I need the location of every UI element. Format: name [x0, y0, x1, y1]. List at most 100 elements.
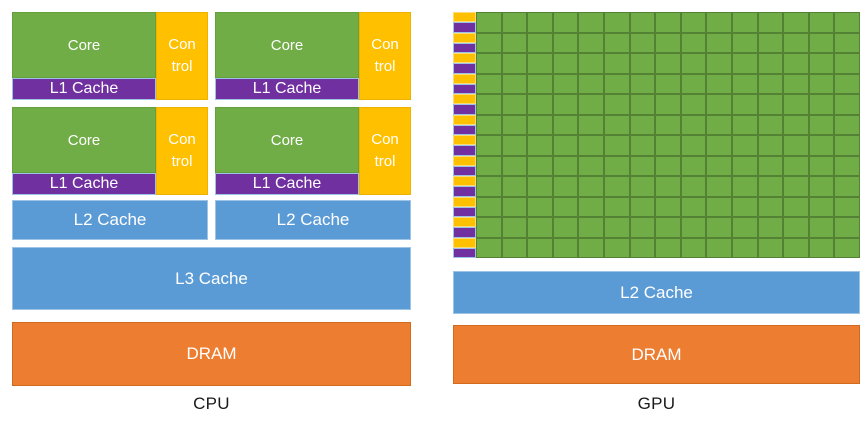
cpu-core-quadrant: Core Con trol L1 Cache: [215, 107, 411, 195]
cpu-core-quadrant: Core Con trol L1 Cache: [12, 12, 208, 100]
gpu-l1-cache-cell: [453, 104, 476, 115]
gpu-core-cell: [629, 135, 656, 156]
gpu-core-cell: [629, 12, 656, 33]
gpu-core-cell: [552, 135, 579, 156]
gpu-control-cache-stack: [453, 196, 476, 217]
gpu-core-cell: [655, 94, 681, 115]
gpu-core-cell: [706, 176, 732, 197]
gpu-control-cache-stack: [453, 176, 476, 197]
gpu-core-cell: [527, 155, 553, 176]
gpu-core-cell: [476, 94, 502, 115]
gpu-core-cell: [655, 73, 681, 94]
gpu-l1-cache-cell: [453, 63, 476, 74]
gpu-core-cell: [501, 135, 528, 156]
gpu-core-cell: [757, 155, 784, 176]
gpu-core-cell: [578, 53, 604, 74]
gpu-core-cell: [578, 12, 604, 33]
gpu-core-cell: [552, 53, 579, 74]
gpu-core-cell: [603, 217, 630, 238]
gpu-core-cell: [808, 32, 835, 53]
gpu-l1-cache-cell: [453, 206, 476, 217]
gpu-core-cell: [476, 12, 502, 33]
gpu-core-cell: [834, 196, 860, 217]
gpu-core-cell: [680, 53, 707, 74]
gpu-core-cell: [655, 176, 681, 197]
gpu-core-cell: [680, 217, 707, 238]
cpu-l1-cache-bar: L1 Cache: [12, 78, 156, 100]
gpu-core-cell: [476, 32, 502, 53]
gpu-core-cell: [834, 73, 860, 94]
gpu-core-cell: [578, 196, 604, 217]
cpu-core-quadrant: Core Con trol L1 Cache: [215, 12, 411, 100]
gpu-core-cell: [501, 237, 528, 258]
gpu-core-cell: [680, 176, 707, 197]
gpu-l1-cache-cell: [453, 227, 476, 238]
gpu-core-cell: [603, 155, 630, 176]
gpu-core-cell: [680, 135, 707, 156]
gpu-core-cell: [757, 217, 784, 238]
gpu-core-cell: [603, 53, 630, 74]
gpu-core-cell: [527, 217, 553, 238]
gpu-core-cell: [501, 114, 528, 135]
gpu-core-cell: [783, 114, 809, 135]
gpu-core-cell: [603, 32, 630, 53]
gpu-core-cell: [501, 12, 528, 33]
gpu-core-cell: [629, 176, 656, 197]
gpu-core-cell: [808, 114, 835, 135]
gpu-core-cell: [527, 176, 553, 197]
cpu-l1-cache-bar: L1 Cache: [215, 173, 359, 195]
gpu-core-cell: [527, 135, 553, 156]
gpu-core-grid: [453, 12, 860, 258]
gpu-core-cell: [655, 12, 681, 33]
gpu-grid-row: [453, 196, 860, 217]
gpu-control-cache-stack: [453, 155, 476, 176]
gpu-core-cell: [680, 12, 707, 33]
gpu-grid-row: [453, 12, 860, 33]
cpu-core-block: Core: [215, 12, 359, 78]
gpu-core-cell: [783, 196, 809, 217]
gpu-core-cell: [501, 32, 528, 53]
gpu-control-cache-stack: [453, 114, 476, 135]
gpu-core-cell: [629, 237, 656, 258]
gpu-core-cell: [476, 155, 502, 176]
gpu-core-cell: [552, 155, 579, 176]
gpu-core-cell: [783, 217, 809, 238]
gpu-control-cell: [453, 32, 476, 43]
gpu-core-cell: [603, 114, 630, 135]
gpu-core-cell: [655, 217, 681, 238]
gpu-core-cell: [757, 73, 784, 94]
gpu-core-cell: [731, 53, 758, 74]
gpu-l1-cache-cell: [453, 83, 476, 94]
gpu-core-cell: [808, 94, 835, 115]
cpu-l3-cache-bar: L3 Cache: [12, 247, 411, 310]
gpu-l1-cache-cell: [453, 124, 476, 135]
gpu-control-cell: [453, 53, 476, 64]
gpu-core-cell: [731, 12, 758, 33]
gpu-grid-row: [453, 135, 860, 156]
gpu-core-cell: [808, 196, 835, 217]
gpu-l1-cache-cell: [453, 165, 476, 176]
gpu-core-cell: [527, 114, 553, 135]
gpu-core-cell: [731, 237, 758, 258]
gpu-core-cell: [552, 176, 579, 197]
gpu-core-cell: [578, 94, 604, 115]
gpu-control-cell: [453, 12, 476, 23]
cpu-l2-cache-bar: L2 Cache: [12, 200, 208, 240]
gpu-core-cell: [476, 135, 502, 156]
gpu-core-cell: [783, 12, 809, 33]
gpu-grid-row: [453, 155, 860, 176]
gpu-core-cell: [808, 237, 835, 258]
gpu-caption: GPU: [637, 394, 676, 413]
cpu-control-block: Con trol: [359, 107, 411, 195]
gpu-core-cell: [655, 196, 681, 217]
gpu-grid-row: [453, 94, 860, 115]
gpu-grid-row: [453, 32, 860, 53]
cpu-control-block: Con trol: [156, 12, 208, 100]
gpu-core-cell: [629, 217, 656, 238]
gpu-core-cell: [808, 135, 835, 156]
gpu-core-cell: [501, 73, 528, 94]
gpu-core-cell: [476, 217, 502, 238]
gpu-core-cell: [757, 12, 784, 33]
cpu-l1-cache-bar: L1 Cache: [12, 173, 156, 195]
gpu-core-cell: [501, 217, 528, 238]
